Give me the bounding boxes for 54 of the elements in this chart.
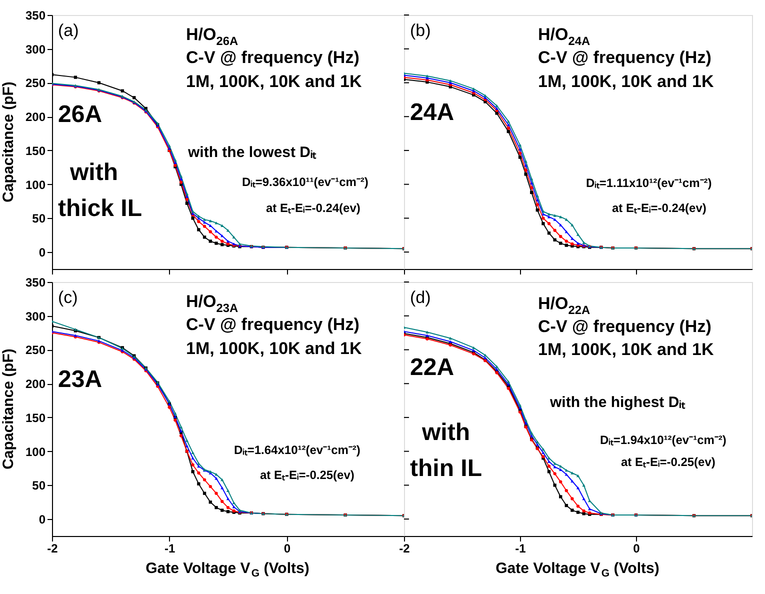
- annotation: (c): [58, 288, 78, 307]
- annotation: thick IL: [58, 195, 142, 222]
- annotation: 24A: [410, 99, 454, 126]
- annotation: with the lowest Dᵢₜ: [187, 144, 317, 161]
- annotation: Dᵢₜ=1.94x10¹²(ev⁻¹cm⁻²): [600, 433, 726, 447]
- annotation: C-V @ frequency (Hz): [186, 48, 360, 67]
- annotation: thin IL: [410, 455, 482, 482]
- x-tick-label: -2: [399, 542, 410, 556]
- annotation: at Eₜ-Eᵢ=-0.25(ev): [260, 468, 354, 482]
- annotation: Dᵢₜ=1.64x10¹²(ev⁻¹cm⁻²): [234, 443, 360, 457]
- annotation: 22A: [410, 354, 454, 381]
- annotation: 26A: [58, 101, 102, 128]
- y-tick-label: 100: [25, 444, 46, 459]
- x-tick-label: -1: [164, 542, 176, 556]
- annotation: C-V @ frequency (Hz): [538, 48, 712, 67]
- x-tick-label: -1: [515, 542, 526, 556]
- y-tick-label: 350: [25, 276, 46, 290]
- x-tick-label: 0: [633, 542, 640, 556]
- annotation: C-V @ frequency (Hz): [186, 315, 360, 334]
- annotation: 23A: [58, 366, 102, 393]
- y-tick-label: 200: [25, 110, 46, 124]
- annotation: at Eₜ-Eᵢ=-0.25(ev): [621, 455, 716, 469]
- annotation: at Eₜ-Eᵢ=-0.24(ev): [612, 201, 706, 215]
- y-tick-label: 50: [32, 212, 46, 226]
- y-tick-label: 150: [25, 410, 46, 425]
- y-tick-label: 250: [25, 76, 46, 90]
- annotation: (d): [410, 288, 431, 307]
- x-tick-label: -2: [47, 542, 58, 556]
- y-tick-label: 150: [25, 144, 46, 158]
- y-tick-label: 300: [25, 309, 46, 324]
- annotation: with: [69, 159, 118, 186]
- y-axis-title: Capacitance (pF): [0, 348, 17, 470]
- annotation: (b): [410, 21, 431, 40]
- annotation: Dᵢₜ=9.36x10¹¹(ev⁻¹cm⁻²): [242, 175, 368, 189]
- x-tick-label: 0: [284, 542, 291, 556]
- annotation: at Eₜ-Eᵢ=-0.24(ev): [266, 201, 360, 215]
- annotation: C-V @ frequency (Hz): [538, 317, 712, 336]
- y-tick-label: 50: [32, 478, 46, 493]
- y-tick-label: 350: [25, 8, 46, 22]
- annotation: Dᵢₜ=1.11x10¹²(ev⁻¹cm⁻²): [586, 176, 712, 190]
- y-tick-label: 0: [38, 246, 46, 260]
- annotation: with the highest Dᵢₜ: [549, 394, 686, 411]
- y-tick-label: 200: [25, 377, 46, 392]
- y-tick-label: 100: [25, 178, 46, 192]
- annotation: 1M, 100K, 10K and 1K: [186, 339, 362, 358]
- annotation: 1M, 100K, 10K and 1K: [538, 340, 714, 359]
- annotation: with: [421, 419, 470, 446]
- y-axis-title: Capacitance (pF): [0, 82, 17, 202]
- y-tick-label: 0: [38, 512, 46, 527]
- annotation: 1M, 100K, 10K and 1K: [186, 72, 362, 91]
- annotation: 1M, 100K, 10K and 1K: [538, 72, 714, 91]
- y-tick-label: 250: [25, 343, 46, 358]
- y-tick-label: 300: [25, 42, 46, 56]
- annotation: (a): [58, 21, 79, 40]
